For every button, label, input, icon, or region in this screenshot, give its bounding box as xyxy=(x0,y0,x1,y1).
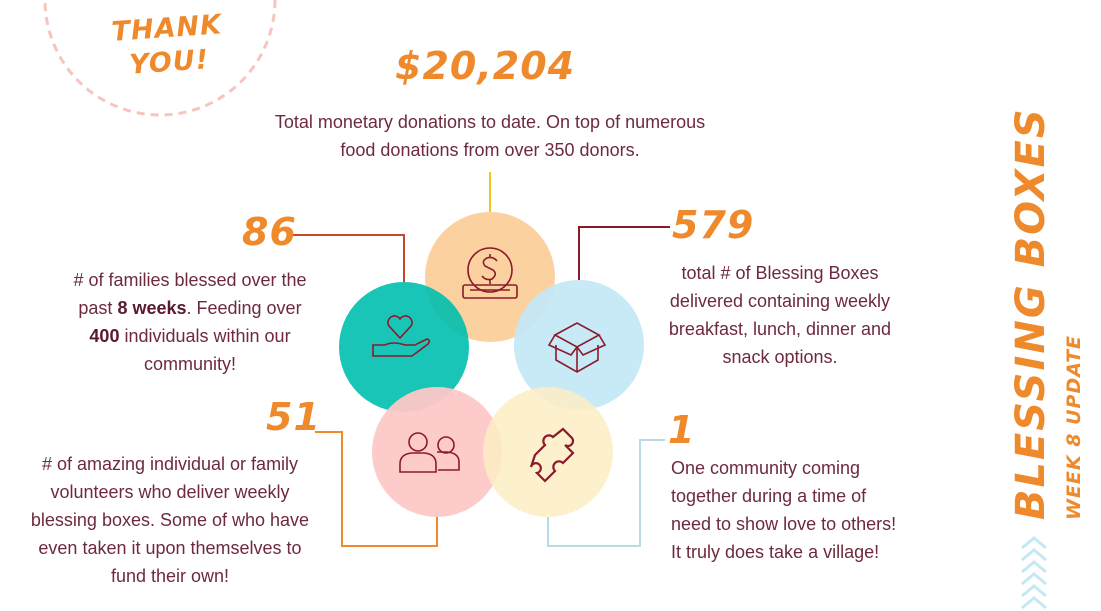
donations-circle xyxy=(425,212,555,342)
boxes-text: total # of Blessing Boxes delivered cont… xyxy=(668,263,892,367)
families-bold-individuals: 400 xyxy=(89,326,120,346)
heart-hand-icon xyxy=(372,315,431,357)
main-title: BLESSING BOXES xyxy=(1008,107,1054,520)
volunteers-connector xyxy=(315,431,438,547)
subtitle: WEEK 8 UPDATE xyxy=(1063,334,1085,520)
boxes-connector xyxy=(578,226,670,280)
volunteers-value: 51 xyxy=(266,395,321,439)
families-connector xyxy=(290,234,405,282)
community-connector xyxy=(547,439,665,547)
community-text: One community coming together during a t… xyxy=(671,458,897,562)
boxes-value: 579 xyxy=(672,203,755,247)
families-circle xyxy=(339,282,469,412)
volunteers-text: # of amazing individual or family volunt… xyxy=(30,454,310,586)
families-text: # of families blessed over the past 8 we… xyxy=(64,266,316,378)
puzzle-piece-icon xyxy=(529,427,575,483)
community-value: 1 xyxy=(668,408,696,452)
donations-value: $20,204 xyxy=(395,44,576,88)
dollar-coin-icon xyxy=(462,247,518,299)
families-text-a: # of families blessed over the past xyxy=(73,270,307,318)
community-circle xyxy=(483,387,613,517)
families-text-c: individuals within our community! xyxy=(119,326,291,374)
families-text-b: . Feeding over xyxy=(186,298,302,318)
open-box-icon xyxy=(547,322,607,373)
families-value: 86 xyxy=(242,210,297,254)
chevron-up-decoration xyxy=(1021,536,1047,610)
families-bold-weeks: 8 weeks xyxy=(117,298,187,318)
thank-you-text: THANK YOU! xyxy=(106,8,230,84)
people-icon xyxy=(399,432,460,473)
donations-text: Total monetary donations to date. On top… xyxy=(274,112,706,160)
